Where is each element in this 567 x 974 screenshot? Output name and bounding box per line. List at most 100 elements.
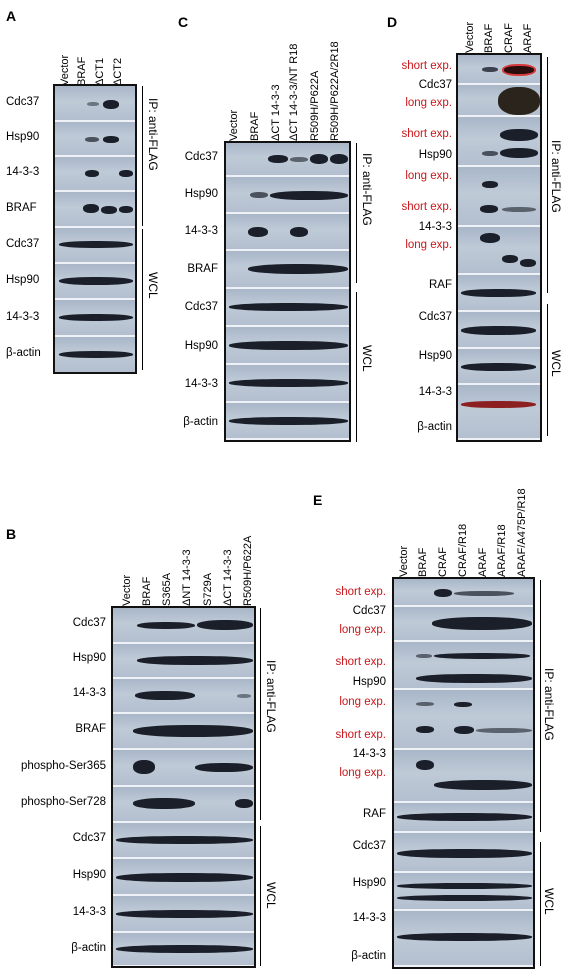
panel-b-row-pser728-ip: phospho-Ser728 [20, 796, 106, 808]
panel-e-row-cdc37-wcl: Cdc37 [352, 840, 386, 852]
panel-c-lane-2: ΔCT 14-3-3 [270, 84, 282, 141]
panel-a-row-hsp90-wcl: Hsp90 [6, 274, 40, 286]
panel-c-row-hsp90-wcl: Hsp90 [184, 340, 218, 352]
panel-c-ip-bracket [356, 143, 357, 283]
panel-c-wcl-label: WCL [360, 345, 374, 372]
panel-b-ip-label: IP: anti-FLAG [264, 660, 278, 733]
panel-c-lane-4: R509H/P622A [309, 70, 321, 141]
panel-d-wcl-bracket [547, 304, 548, 436]
panel-e-ip-bracket [540, 580, 541, 832]
panel-b-lane-1: BRAF [141, 576, 153, 606]
panel-d-ip-label: IP: anti-FLAG [549, 140, 563, 213]
panel-c-row-hsp90-ip: Hsp90 [184, 188, 218, 200]
panel-e-row-cdc37-ip: Cdc37 [352, 605, 386, 617]
panel-b-wcl-label: WCL [264, 882, 278, 909]
panel-b-row-hsp90-wcl: Hsp90 [72, 869, 106, 881]
panel-d-row-cdc37-ip: Cdc37 [418, 79, 452, 91]
panel-d-lane-araf: ARAF [522, 23, 534, 53]
panel-a-row-cdc37-wcl: Cdc37 [6, 238, 40, 250]
panel-b-lane-3: ΔNT 14-3-3 [181, 549, 193, 606]
panel-c-wcl-bracket [356, 292, 357, 442]
panel-e-row-1433-wcl: 14-3-3 [352, 912, 386, 924]
panel-d-blot [456, 53, 542, 442]
panel-c-row-cdc37-wcl: Cdc37 [184, 301, 218, 313]
panel-d-row-actin-wcl: β-actin [417, 421, 452, 433]
panel-e-row-hsp90-wcl: Hsp90 [352, 877, 386, 889]
panel-b-row-actin-wcl: β-actin [71, 942, 106, 954]
panel-b-row-pser365-ip: phospho-Ser365 [20, 760, 106, 772]
panel-a-row-hsp90-ip: Hsp90 [6, 131, 40, 143]
panel-a-lane-braf: BRAF [76, 56, 88, 86]
panel-e-1433-short-exp: short exp. [335, 729, 387, 741]
panel-a-row-1433-wcl: 14-3-3 [6, 311, 40, 323]
panel-e-cdc37-long-exp: long exp. [339, 624, 386, 636]
panel-d-cdc37-long-exp: long exp. [405, 97, 452, 109]
panel-e-lane-0: Vector [398, 545, 410, 577]
panel-d-hsp90-long-exp: long exp. [405, 170, 452, 182]
panel-b-lane-6: R509H/P622A [242, 535, 254, 606]
panel-e-blot [392, 577, 535, 969]
panel-d-row-1433-wcl: 14-3-3 [418, 386, 452, 398]
panel-b-row-hsp90-ip: Hsp90 [72, 652, 106, 664]
panel-e-lane-5: ARAF/R18 [496, 524, 508, 577]
panel-e-hsp90-short-exp: short exp. [335, 656, 387, 668]
panel-e-lane-6: ARAF/A475P/R18 [516, 488, 528, 577]
panel-b-letter: B [6, 526, 17, 542]
panel-c-row-1433-wcl: 14-3-3 [184, 378, 218, 390]
panel-d-1433-short-exp: short exp. [401, 201, 453, 213]
panel-d-row-raf-ip: RAF [429, 279, 452, 291]
panel-c-lane-3: ΔCT 14-3-3/NT R18 [288, 43, 300, 141]
panel-c-row-actin-wcl: β-actin [183, 416, 218, 428]
panel-a-blot [53, 84, 137, 374]
panel-c-lane-1: BRAF [249, 111, 261, 141]
panel-d-ip-bracket [547, 57, 548, 293]
panel-e-row-actin-wcl: β-actin [351, 950, 386, 962]
panel-c-ip-label: IP: anti-FLAG [360, 153, 374, 226]
panel-d-lane-craf: CRAF [503, 23, 515, 53]
panel-a-wcl-label: WCL [146, 272, 160, 299]
panel-e-row-hsp90-ip: Hsp90 [352, 676, 386, 688]
panel-e-row-raf-ip: RAF [363, 808, 386, 820]
panel-e-lane-4: ARAF [477, 547, 489, 577]
panel-a-row-cdc37-ip: Cdc37 [6, 96, 40, 108]
panel-e-ip-label: IP: anti-FLAG [542, 668, 556, 741]
panel-c-blot [224, 141, 351, 442]
panel-b-row-cdc37-wcl: Cdc37 [72, 832, 106, 844]
panel-b-row-cdc37-ip: Cdc37 [72, 617, 106, 629]
panel-c-lane-0: Vector [228, 109, 240, 141]
panel-e-lane-3: CRAF/R18 [457, 523, 469, 577]
panel-d-row-cdc37-wcl: Cdc37 [418, 311, 452, 323]
panel-e-1433-long-exp: long exp. [339, 767, 386, 779]
panel-d-1433-long-exp: long exp. [405, 239, 452, 251]
panel-e-wcl-label: WCL [542, 888, 556, 915]
panel-b-lane-5: ΔCT 14-3-3 [222, 549, 234, 606]
panel-b-blot [111, 606, 256, 968]
panel-c-letter: C [178, 14, 189, 30]
panel-a-letter: A [6, 8, 17, 24]
panel-a-lane-dct1: ΔCT1 [94, 57, 106, 86]
panel-b-row-1433-ip: 14-3-3 [72, 687, 106, 699]
panel-b-ip-bracket [260, 608, 261, 820]
panel-a-ip-bracket [142, 86, 143, 226]
panel-a-row-1433-ip: 14-3-3 [6, 166, 40, 178]
panel-e-lane-2: CRAF [437, 547, 449, 577]
panel-a-lane-dct2: ΔCT2 [112, 57, 124, 86]
panel-c-row-braf-ip: BRAF [187, 263, 218, 275]
panel-d-row-hsp90-ip: Hsp90 [418, 149, 452, 161]
panel-a-lane-vector: Vector [59, 54, 71, 86]
panel-a-row-actin-wcl: β-actin [6, 347, 41, 359]
panel-a-row-braf-ip: BRAF [6, 202, 37, 214]
panel-b-wcl-bracket [260, 826, 261, 966]
panel-b-lane-0: Vector [121, 574, 133, 606]
panel-b-lane-2: S365A [161, 572, 173, 606]
panel-c-lane-5: R509H/P622A/2R18 [329, 41, 341, 141]
panel-e-hsp90-long-exp: long exp. [339, 696, 386, 708]
panel-d-wcl-label: WCL [549, 350, 563, 377]
panel-e-wcl-bracket [540, 842, 541, 966]
panel-d-lane-vector: Vector [464, 21, 476, 53]
panel-a-ip-label: IP: anti-FLAG [146, 98, 160, 171]
panel-c-row-1433-ip: 14-3-3 [184, 225, 218, 237]
panel-d-row-1433-ip: 14-3-3 [418, 221, 452, 233]
panel-d-hsp90-short-exp: short exp. [401, 128, 453, 140]
panel-d-lane-braf: BRAF [483, 23, 495, 53]
